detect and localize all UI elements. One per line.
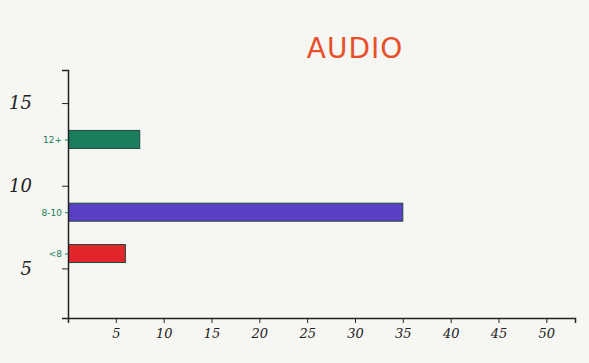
chart: 5 10 15 20 25 30 35 40 45 50 5 10 15 <8 8-10 12+ AUDIO xyxy=(0,0,589,363)
title: AUDIO xyxy=(307,32,404,65)
x-axis-line xyxy=(69,319,576,324)
y-axis: 5 10 15 xyxy=(9,71,68,319)
x-tick-label: 10 xyxy=(156,326,173,341)
x-tick: 45 xyxy=(490,318,508,341)
bars xyxy=(68,130,403,262)
x-tick: 50 xyxy=(539,318,556,341)
y-tick: 15 xyxy=(9,92,68,113)
x-tick-label: 45 xyxy=(490,326,508,341)
x-tick: 35 xyxy=(395,318,412,341)
x-tick-label: 20 xyxy=(251,326,269,341)
x-tick-label: 15 xyxy=(204,326,221,341)
category-tick: <8 xyxy=(49,249,68,259)
y-tick-mark xyxy=(62,186,68,187)
category-tick-mark xyxy=(65,254,68,255)
y-axis-line xyxy=(62,71,69,319)
y-tick-label: 15 xyxy=(9,92,32,113)
x-tick-mark xyxy=(116,318,117,323)
bar xyxy=(68,245,125,263)
x-tick-mark xyxy=(307,318,308,323)
x-tick: 20 xyxy=(251,318,269,341)
category-tick-mark xyxy=(65,212,68,213)
y-tick: 10 xyxy=(9,175,68,196)
x-tick-label: 30 xyxy=(347,326,364,341)
category-label: 8-10 xyxy=(42,208,63,218)
bar xyxy=(68,203,403,221)
x-tick: 5 xyxy=(112,318,120,341)
x-tick-label: 35 xyxy=(395,326,412,341)
x-tick-label: 50 xyxy=(539,326,556,341)
x-tick-mark xyxy=(546,318,547,323)
x-tick: 40 xyxy=(442,318,460,341)
x-axis: 5 10 15 20 25 30 35 40 45 50 xyxy=(69,318,576,341)
category-tick: 12+ xyxy=(43,135,68,145)
x-tick-mark xyxy=(355,318,356,323)
y-tick-label: 5 xyxy=(21,258,32,279)
y-tick-label: 10 xyxy=(9,175,32,196)
x-tick-label: 40 xyxy=(442,326,460,341)
category-label: 12+ xyxy=(43,135,62,145)
x-tick-label: 5 xyxy=(112,326,120,341)
x-tick: 25 xyxy=(298,318,316,341)
y-tick-mark xyxy=(62,103,68,104)
x-tick-mark xyxy=(259,318,260,323)
x-tick: 15 xyxy=(204,318,221,341)
x-tick: 30 xyxy=(347,318,364,341)
x-tick-mark xyxy=(211,318,212,323)
category-axis: <8 8-10 12+ xyxy=(42,135,68,259)
x-tick-mark xyxy=(451,318,452,323)
category-label: <8 xyxy=(49,249,63,259)
bar xyxy=(68,130,140,148)
x-tick-mark xyxy=(164,318,165,323)
y-tick: 5 xyxy=(21,258,68,279)
x-tick-mark xyxy=(498,318,499,323)
x-tick-label: 25 xyxy=(298,326,316,341)
x-tick: 10 xyxy=(156,318,173,341)
y-tick-mark xyxy=(62,268,68,269)
category-tick-mark xyxy=(65,139,68,140)
x-tick-mark xyxy=(403,318,404,323)
category-tick: 8-10 xyxy=(42,208,68,218)
